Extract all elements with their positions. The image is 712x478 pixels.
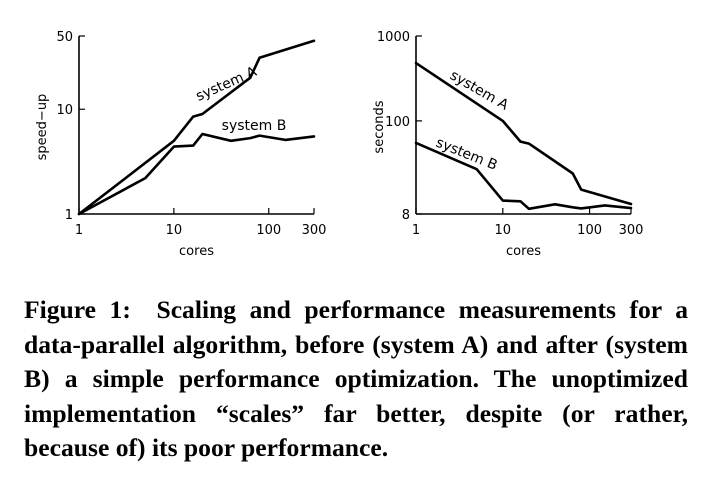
chart-2-x-axis-label: cores bbox=[506, 244, 541, 259]
chart-1-series-2-label: system B bbox=[222, 118, 287, 134]
chart-1-x-axis-label: cores bbox=[179, 244, 214, 259]
chart-2-x-tick-label-3: 300 bbox=[619, 223, 644, 238]
chart-1-y-tick-label-2: 50 bbox=[56, 30, 73, 45]
chart-1-y-tick-label-1: 10 bbox=[56, 103, 73, 118]
chart-1-x-tick-label-2: 100 bbox=[256, 223, 281, 238]
chart-1-y-axis-label: speed−up bbox=[35, 94, 50, 161]
figure-caption: Figure 1: Scaling and performance measur… bbox=[24, 295, 688, 462]
chart-2-y-tick-label-2: 1000 bbox=[377, 30, 410, 45]
chart-2-y-tick-label-0: 8 bbox=[402, 208, 410, 223]
chart-2-x-tick-label-0: 1 bbox=[412, 223, 420, 238]
chart-2-y-tick-label-1: 100 bbox=[385, 115, 410, 130]
chart-2-series-2-line bbox=[414, 141, 633, 211]
chart-2-x-tick-label-1: 10 bbox=[495, 223, 512, 238]
chart-2-series-1-line bbox=[414, 61, 633, 206]
chart-1-series-1-label: system A bbox=[194, 64, 260, 105]
chart-1-x-tick-label-1: 10 bbox=[166, 223, 183, 238]
chart-2-x-tick-label-2: 100 bbox=[577, 223, 602, 238]
chart-1-series-1-line bbox=[77, 39, 316, 216]
charts-svg: 1 10 100 300 1 10 50 cores speed−up system A syste… bbox=[35, 30, 644, 259]
chart-1-x-tick-label-3: 300 bbox=[302, 223, 327, 238]
chart-1-x-tick-label-0: 1 bbox=[75, 223, 83, 238]
chart-2-y-axis-label: seconds bbox=[372, 100, 387, 153]
chart-1-y-tick-label-0: 1 bbox=[65, 208, 73, 223]
chart-1-series-2-line bbox=[77, 132, 316, 216]
